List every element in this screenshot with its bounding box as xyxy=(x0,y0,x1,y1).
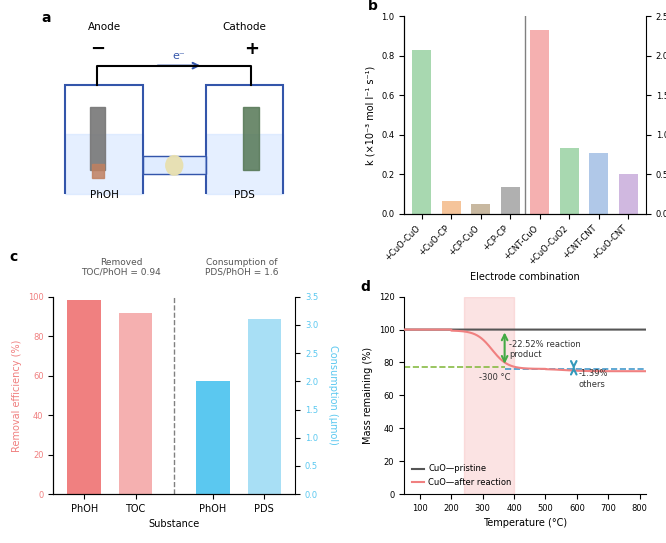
Text: c: c xyxy=(10,250,18,264)
Bar xyxy=(206,134,283,194)
Bar xyxy=(619,174,638,214)
X-axis label: Temperature (°C): Temperature (°C) xyxy=(483,519,567,528)
Y-axis label: k (×10⁻³ mol l⁻¹ s⁻¹): k (×10⁻³ mol l⁻¹ s⁻¹) xyxy=(366,65,376,165)
Bar xyxy=(67,300,101,494)
Bar xyxy=(472,204,490,214)
Bar xyxy=(143,156,206,174)
CuO—after reaction xyxy=(511,364,519,370)
Bar xyxy=(196,381,230,494)
CuO—pristine xyxy=(635,326,643,333)
Text: Cathode: Cathode xyxy=(222,22,266,32)
CuO—pristine xyxy=(400,326,408,333)
Text: b: b xyxy=(368,0,378,14)
Y-axis label: Consumption (μmol): Consumption (μmol) xyxy=(328,345,338,445)
Bar xyxy=(464,296,514,494)
Bar xyxy=(143,156,206,174)
Line: CuO—after reaction: CuO—after reaction xyxy=(404,330,646,371)
Y-axis label: Mass remaining (%): Mass remaining (%) xyxy=(363,347,373,444)
X-axis label: Electrode combination: Electrode combination xyxy=(470,272,580,281)
Y-axis label: Removal efficiency (%): Removal efficiency (%) xyxy=(12,339,22,452)
Text: e⁻: e⁻ xyxy=(172,50,185,61)
X-axis label: Substance: Substance xyxy=(149,520,200,529)
Text: -22.52% reaction
product: -22.52% reaction product xyxy=(509,339,581,359)
Ellipse shape xyxy=(166,156,182,175)
Bar xyxy=(65,134,143,194)
Bar xyxy=(501,187,520,214)
CuO—pristine xyxy=(517,326,525,333)
CuO—after reaction xyxy=(591,368,599,374)
Text: Anode: Anode xyxy=(87,22,121,32)
CuO—pristine xyxy=(511,326,519,333)
CuO—after reaction xyxy=(635,368,643,375)
Bar xyxy=(119,313,153,494)
Text: PDS: PDS xyxy=(234,190,255,200)
Bar xyxy=(442,201,461,214)
CuO—pristine xyxy=(412,326,420,333)
Bar xyxy=(530,30,549,214)
Bar xyxy=(248,319,281,494)
Text: PhOH: PhOH xyxy=(90,190,119,200)
Bar xyxy=(89,107,105,171)
Text: Consumption of
PDS/PhOH = 1.6: Consumption of PDS/PhOH = 1.6 xyxy=(205,257,279,277)
Text: Removed
TOC/PhOH = 0.94: Removed TOC/PhOH = 0.94 xyxy=(81,257,161,277)
Text: d: d xyxy=(360,280,370,294)
CuO—after reaction xyxy=(642,368,650,375)
CuO—after reaction xyxy=(400,326,408,333)
CuO—pristine xyxy=(642,326,650,333)
Bar xyxy=(589,153,609,214)
CuO—pristine xyxy=(591,326,599,333)
Bar xyxy=(243,107,259,171)
Text: -300 °C: -300 °C xyxy=(479,373,510,382)
Legend: CuO—pristine, CuO—after reaction: CuO—pristine, CuO—after reaction xyxy=(408,461,515,490)
CuO—after reaction xyxy=(635,368,643,375)
CuO—after reaction xyxy=(412,326,420,333)
CuO—after reaction xyxy=(517,365,525,371)
Text: +: + xyxy=(244,40,258,58)
Text: −: − xyxy=(90,40,105,58)
Text: a: a xyxy=(41,11,51,25)
Text: -1.39%
others: -1.39% others xyxy=(579,369,608,389)
Bar xyxy=(559,148,579,214)
Bar xyxy=(412,50,432,214)
Bar xyxy=(92,165,104,178)
CuO—pristine xyxy=(635,326,643,333)
